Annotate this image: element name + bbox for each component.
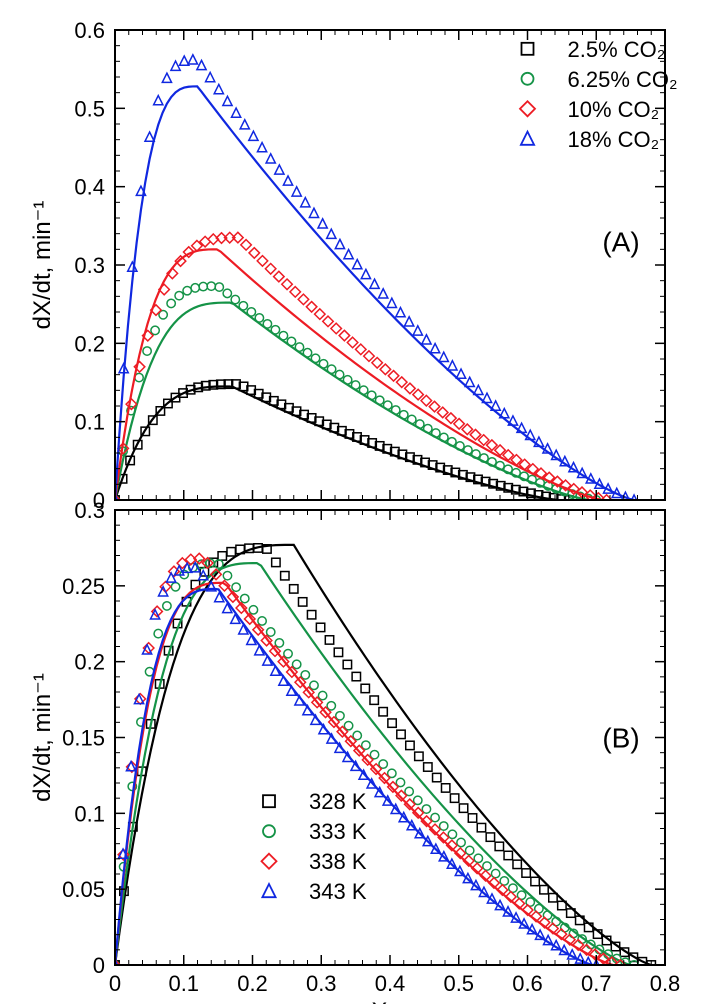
legend-label: 343 K [309,879,367,904]
fit-line [115,386,558,500]
svg-text:dX/dt, min⁻¹: dX/dt, min⁻¹ [29,201,56,330]
svg-text:0.3: 0.3 [74,253,105,278]
svg-text:0.15: 0.15 [62,726,105,751]
svg-text:0.1: 0.1 [74,801,105,826]
svg-text:0.5: 0.5 [443,971,474,996]
panel-label: (B) [602,723,639,754]
svg-text:0: 0 [109,971,121,996]
panel-a [110,43,639,505]
svg-text:0.2: 0.2 [74,331,105,356]
svg-text:0.2: 0.2 [237,971,268,996]
legend-label: 6.25% CO₂ [568,67,678,92]
svg-text:0: 0 [93,953,105,978]
svg-text:0.5: 0.5 [74,96,105,121]
fit-line [115,563,631,965]
svg-text:0.8: 0.8 [650,971,681,996]
svg-text:0.1: 0.1 [74,410,105,435]
svg-text:dX/dt, min⁻¹: dX/dt, min⁻¹ [29,673,56,802]
chart-svg: 0 0.1 0.2 0.3 0.4 0.5 0.6 dX/dt, min⁻¹ (A) 2.5% C… [0,0,707,1004]
svg-text:0.3: 0.3 [74,498,105,523]
svg-text:0.05: 0.05 [62,877,105,902]
svg-text:0.1: 0.1 [168,971,199,996]
legend-label: 328 K [309,789,367,814]
fit-line [115,86,634,500]
svg-text:0.4: 0.4 [74,175,105,200]
legend-label: 338 K [309,849,367,874]
svg-text:0.3: 0.3 [306,971,337,996]
panel-b [110,544,656,970]
svg-text:0.2: 0.2 [74,650,105,675]
panel-label: (A) [602,227,639,258]
svg-text:0.4: 0.4 [375,971,406,996]
svg-text:0.25: 0.25 [62,574,105,599]
legend-label: 18% CO₂ [568,127,660,152]
legend-label: 10% CO₂ [568,97,660,122]
svg-text:0.7: 0.7 [581,971,612,996]
legend-label: 2.5% CO₂ [568,37,666,62]
fit-line [115,545,651,965]
svg-text:0.6: 0.6 [512,971,543,996]
legend-label: 333 K [309,819,367,844]
x-axis-label: X, - [371,998,408,1004]
fit-line [115,303,589,500]
svg-text:0.6: 0.6 [74,18,105,43]
